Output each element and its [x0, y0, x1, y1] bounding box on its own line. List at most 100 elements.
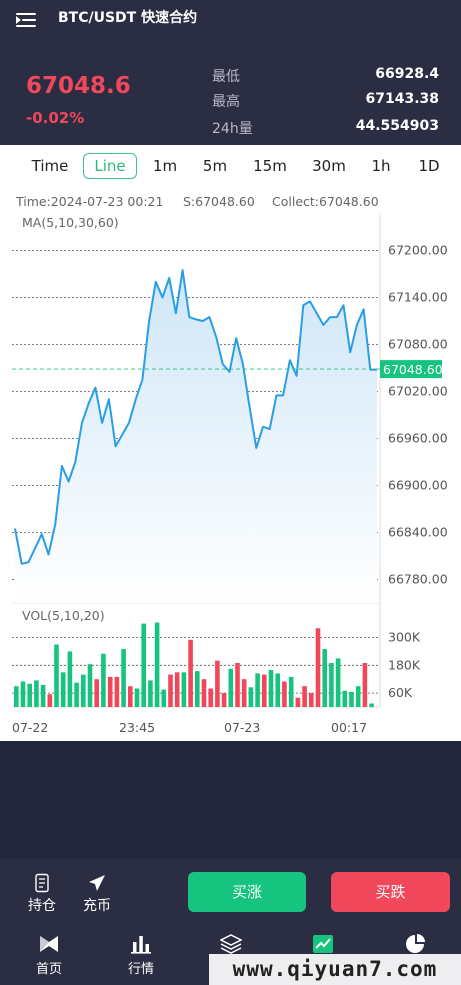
volume-tick-label: 180K	[388, 657, 421, 672]
volume-bar	[201, 679, 207, 707]
tab-line[interactable]: Line	[83, 153, 137, 179]
volume-bar	[235, 663, 240, 707]
buy-up-button[interactable]: 买涨	[188, 872, 306, 912]
volume-bar	[188, 639, 193, 707]
volume-bar	[248, 687, 254, 707]
positions-label: 持仓	[28, 898, 56, 914]
trend-chart-icon	[313, 935, 333, 953]
volume-bar	[181, 672, 187, 707]
period-tabs: Time Line 1m 5m 15m 30m 1h 1D	[0, 145, 461, 187]
nav-assets[interactable]	[385, 933, 445, 958]
volume-tick-label: 300K	[388, 630, 421, 645]
volume-bar	[309, 693, 314, 707]
volume-bar	[87, 664, 93, 707]
price-tick-label: 67200.00	[388, 243, 448, 258]
vol-label: VOL(5,10,20)	[22, 608, 105, 623]
nav-home[interactable]: 首页	[19, 933, 79, 977]
price-tick-label: 67020.00	[388, 384, 448, 399]
deposit-label: 充币	[83, 898, 111, 914]
volume-bar	[114, 676, 120, 707]
volume-bar	[141, 623, 146, 707]
volume-bar	[134, 688, 140, 707]
volume-bar	[362, 663, 368, 707]
time-tick-label: 00:17	[331, 720, 367, 735]
low-label: 最低	[212, 69, 240, 85]
nav-contract[interactable]	[293, 933, 353, 958]
volume-bar	[275, 673, 280, 707]
price-tick-label: 66960.00	[388, 431, 448, 446]
menu-icon[interactable]	[16, 11, 38, 29]
home-icon	[40, 936, 58, 952]
price-tick-label: 67140.00	[388, 290, 448, 305]
volume-bar	[195, 671, 200, 707]
volume-bar	[34, 680, 39, 707]
tab-5m[interactable]: 5m	[202, 157, 228, 175]
volume-bar	[329, 663, 334, 707]
volume-bar	[128, 686, 133, 707]
empty-area	[0, 741, 461, 859]
page-title: BTC/USDT 快速合约	[58, 10, 198, 26]
time-tick-label: 07-23	[224, 720, 260, 735]
volume-bar	[60, 672, 66, 707]
volume-bar	[228, 668, 234, 707]
volume-bar	[27, 683, 32, 707]
current-price-tag-label: 67048.60	[383, 362, 443, 377]
tab-15m[interactable]: 15m	[253, 157, 287, 175]
volume-bar	[81, 674, 86, 707]
volume-bar	[282, 681, 287, 707]
tab-time[interactable]: Time	[31, 157, 69, 175]
volume-bar	[174, 672, 180, 707]
volume-bar	[315, 628, 321, 707]
volume-bar	[208, 688, 213, 707]
volume-bar	[295, 697, 301, 707]
volume-bar	[54, 644, 59, 707]
volume-24h-label: 24h量	[212, 121, 253, 137]
volume-bar	[268, 669, 274, 707]
volume-bar	[322, 649, 327, 707]
high-value: 67143.38	[365, 91, 439, 107]
nav-layers[interactable]	[201, 933, 261, 958]
volume-bar	[94, 679, 99, 707]
volume-bar	[47, 694, 53, 707]
volume-bar	[302, 686, 307, 707]
volume-24h-value: 44.554903	[355, 118, 439, 134]
tab-1h[interactable]: 1h	[371, 157, 391, 175]
layers-icon	[220, 934, 242, 954]
volume-bar	[342, 690, 348, 707]
positions-button[interactable]: 持仓	[22, 873, 62, 915]
volume-bar	[355, 686, 361, 707]
volume-bar	[67, 651, 73, 707]
volume-bar	[369, 703, 374, 707]
nav-market[interactable]: 行情	[111, 933, 171, 977]
nav-home-label: 首页	[35, 962, 62, 977]
volume-bar	[215, 660, 220, 707]
low-value: 66928.4	[375, 66, 439, 82]
deposit-button[interactable]: 充币	[77, 873, 117, 915]
price-chart[interactable]: Time:2024-07-23 00:21 S:67048.60 Collect…	[0, 187, 461, 741]
tab-1m[interactable]: 1m	[152, 157, 178, 175]
tab-1d[interactable]: 1D	[418, 157, 440, 175]
volume-tick-label: 60K	[388, 685, 413, 700]
price-tick-label: 66840.00	[388, 525, 448, 540]
volume-bar	[262, 674, 267, 707]
action-bar: 持仓 充币 买涨 买跌	[0, 859, 461, 925]
pie-chart-icon	[406, 934, 425, 953]
volume-bar	[148, 680, 153, 707]
nav-market-label: 行情	[127, 962, 154, 977]
watermark: www.qiyuan7.com	[209, 954, 461, 985]
document-icon	[35, 873, 49, 893]
chart-time-label: Time:2024-07-23 00:21	[16, 194, 164, 209]
volume-bar	[74, 682, 79, 707]
price-area	[15, 270, 377, 603]
tab-30m[interactable]: 30m	[312, 157, 346, 175]
volume-bar	[221, 693, 227, 707]
volume-bar	[161, 689, 167, 707]
volume-bar	[154, 622, 160, 707]
chart-canvas: 67200.00 67140.00 67080.00 67020.00 66960.00…	[12, 215, 448, 735]
volume-bar	[168, 674, 173, 707]
volume-bar	[335, 658, 341, 707]
volume-bar	[14, 686, 19, 707]
current-price: 67048.6	[26, 73, 131, 99]
buy-down-button[interactable]: 买跌	[331, 872, 450, 912]
volume-bar	[20, 681, 26, 707]
